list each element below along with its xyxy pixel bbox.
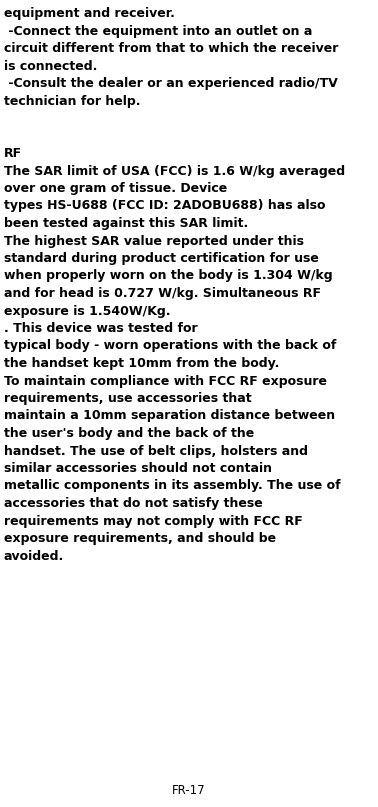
- Text: technician for help.: technician for help.: [4, 94, 141, 107]
- Text: exposure is 1.540W/Kg.: exposure is 1.540W/Kg.: [4, 304, 170, 317]
- Text: typical body ‑ worn operations with the back of: typical body ‑ worn operations with the …: [4, 340, 336, 353]
- Text: similar accessories should not contain: similar accessories should not contain: [4, 462, 272, 475]
- Text: The SAR limit of USA (FCC) is 1.6 W/kg averaged: The SAR limit of USA (FCC) is 1.6 W/kg a…: [4, 165, 345, 178]
- Text: standard during product certification for use: standard during product certification fo…: [4, 252, 319, 265]
- Text: avoided.: avoided.: [4, 550, 64, 562]
- Text: circuit different from that to which the receiver: circuit different from that to which the…: [4, 42, 338, 55]
- Text: the user's body and the back of the: the user's body and the back of the: [4, 427, 254, 440]
- Text: when properly worn on the body is 1.304 W/kg: when properly worn on the body is 1.304 …: [4, 270, 333, 282]
- Text: maintain a 10mm separation distance between: maintain a 10mm separation distance betw…: [4, 409, 335, 423]
- Text: ‑Connect the equipment into an outlet on a: ‑Connect the equipment into an outlet on…: [4, 24, 312, 37]
- Text: accessories that do not satisfy these: accessories that do not satisfy these: [4, 497, 263, 510]
- Text: requirements, use accessories that: requirements, use accessories that: [4, 392, 252, 405]
- Text: been tested against this SAR limit.: been tested against this SAR limit.: [4, 217, 248, 230]
- Text: metallic components in its assembly. The use of: metallic components in its assembly. The…: [4, 479, 341, 492]
- Text: requirements may not comply with FCC RF: requirements may not comply with FCC RF: [4, 515, 303, 528]
- Text: is connected.: is connected.: [4, 60, 98, 73]
- Text: To maintain compliance with FCC RF exposure: To maintain compliance with FCC RF expos…: [4, 374, 327, 387]
- Text: ‑Consult the dealer or an experienced radio/TV: ‑Consult the dealer or an experienced ra…: [4, 77, 338, 90]
- Text: the handset kept 10mm from the body.: the handset kept 10mm from the body.: [4, 357, 279, 370]
- Text: equipment and receiver.: equipment and receiver.: [4, 7, 175, 20]
- Text: FR-17: FR-17: [172, 784, 206, 797]
- Text: The highest SAR value reported under this: The highest SAR value reported under thi…: [4, 235, 304, 248]
- Text: . This device was tested for: . This device was tested for: [4, 322, 198, 335]
- Text: over one gram of tissue. Device: over one gram of tissue. Device: [4, 182, 227, 195]
- Text: types HS-U688 (FCC ID: 2ADOBU688) has also: types HS-U688 (FCC ID: 2ADOBU688) has al…: [4, 199, 325, 212]
- Text: exposure requirements, and should be: exposure requirements, and should be: [4, 532, 276, 545]
- Text: RF: RF: [4, 147, 22, 160]
- Text: and for head is 0.727 W/kg. Simultaneous RF: and for head is 0.727 W/kg. Simultaneous…: [4, 287, 321, 300]
- Text: handset. The use of belt clips, holsters and: handset. The use of belt clips, holsters…: [4, 445, 308, 458]
